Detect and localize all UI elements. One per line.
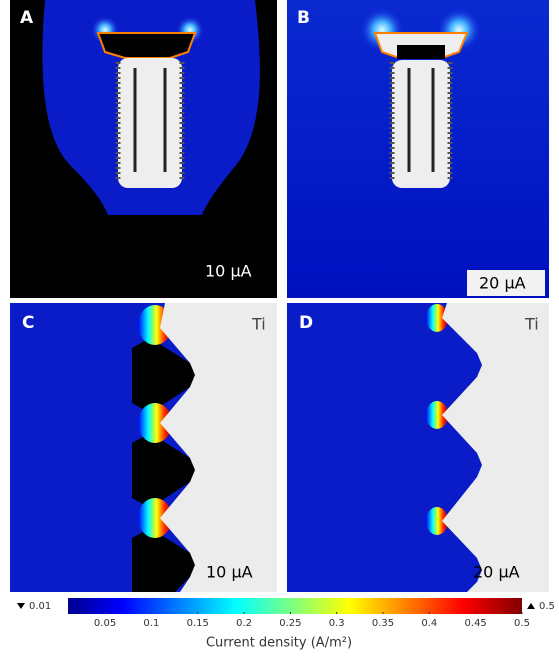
tick-label: 0.4 bbox=[421, 618, 437, 629]
current-label: 20 μA bbox=[473, 563, 520, 582]
tick-label: 0.2 bbox=[236, 618, 252, 629]
max-label: 0.5 bbox=[539, 601, 555, 612]
min-marker bbox=[17, 603, 25, 609]
tick-label: 0.1 bbox=[143, 618, 159, 629]
current-label: 10 μA bbox=[205, 262, 252, 281]
material-label: Ti bbox=[524, 315, 539, 334]
tick-label: 0.3 bbox=[329, 618, 345, 629]
panel-label: C bbox=[22, 313, 34, 333]
panel-label: A bbox=[20, 8, 34, 28]
panel-d: D Ti 20 μA bbox=[287, 303, 549, 592]
tick-label: 0.05 bbox=[94, 618, 116, 629]
current-label: 20 μA bbox=[479, 274, 526, 293]
figure: A 10 μA B 20 μA C Ti 10 μA bbox=[0, 0, 559, 656]
max-marker bbox=[527, 603, 535, 609]
current-label: 10 μA bbox=[206, 563, 253, 582]
panel-label: D bbox=[299, 313, 313, 333]
panel-label: B bbox=[297, 8, 310, 28]
panel-a: A 10 μA bbox=[10, 0, 277, 298]
tick-label: 0.15 bbox=[187, 618, 209, 629]
colorbar: 0.01 0.5 Current density (A/m²) 0.05 0.1 0… bbox=[17, 598, 555, 651]
tick-label: 0.25 bbox=[279, 618, 301, 629]
tick-label: 0.5 bbox=[514, 618, 530, 629]
colorbar-gradient bbox=[68, 598, 522, 614]
material-label: Ti bbox=[251, 315, 266, 334]
min-label: 0.01 bbox=[29, 601, 51, 612]
panel-b: B 20 μA bbox=[287, 0, 549, 298]
tick-label: 0.45 bbox=[465, 618, 487, 629]
panel-c: C Ti 10 μA bbox=[10, 303, 277, 592]
colorbar-title: Current density (A/m²) bbox=[206, 636, 352, 651]
tick-label: 0.35 bbox=[372, 618, 394, 629]
